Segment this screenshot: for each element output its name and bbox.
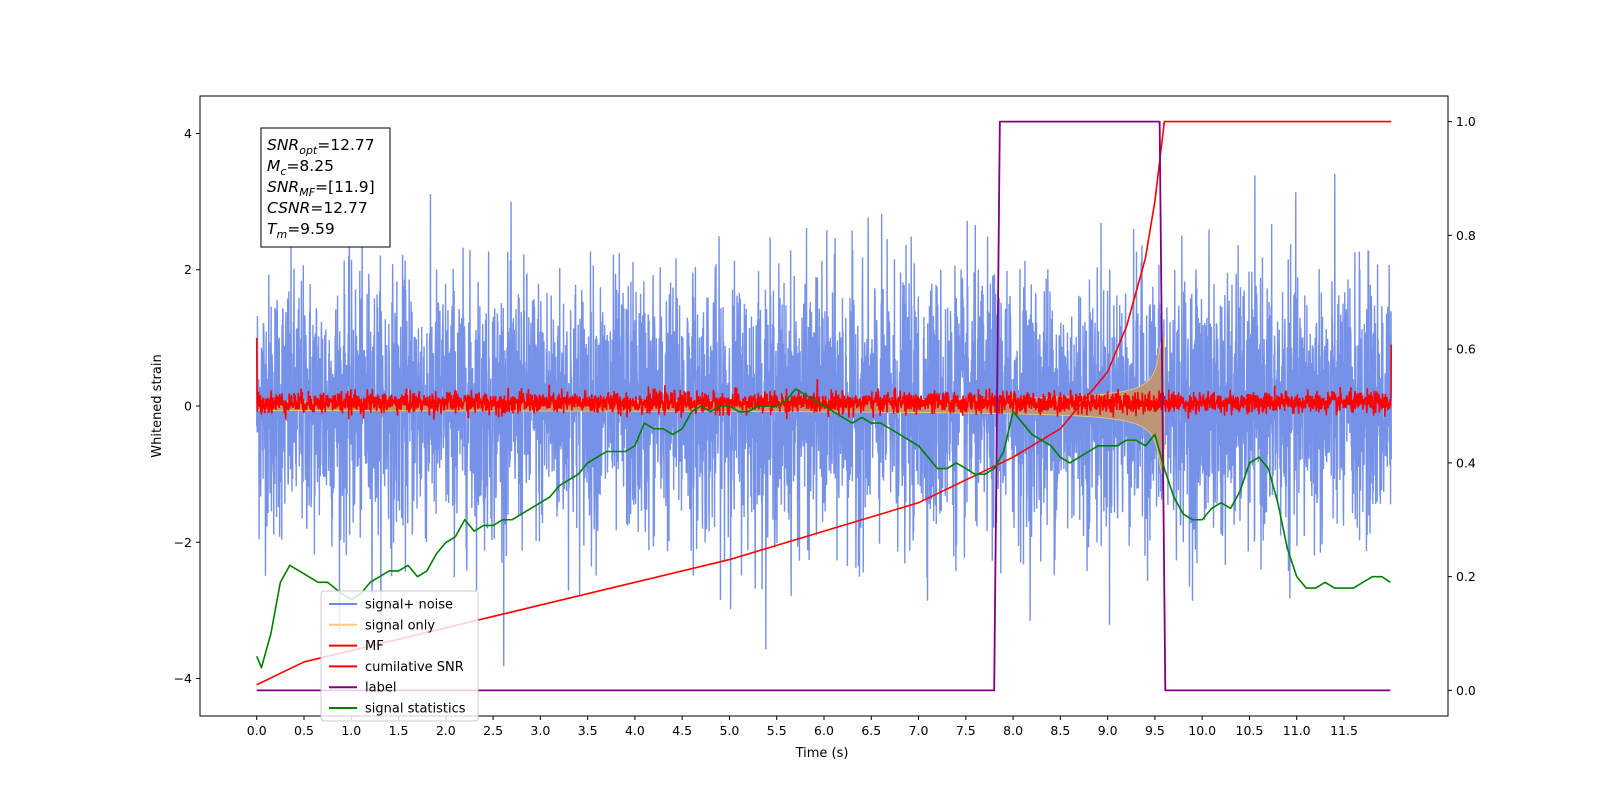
y2-tick-label-5: 0.0 bbox=[1456, 683, 1476, 698]
y2-tick-label-4: 0.2 bbox=[1456, 569, 1476, 584]
y2-tick-label-2: 0.6 bbox=[1456, 342, 1476, 357]
x-tick-label-14: 7.0 bbox=[909, 723, 929, 738]
series-mf bbox=[255, 337, 1393, 420]
x-tick-label-22: 11.0 bbox=[1283, 723, 1311, 738]
legend-label-1: signal only bbox=[365, 618, 435, 633]
legend-label-3: cumilative SNR bbox=[365, 660, 464, 675]
y-axis-left: 4 2 0 −2 −4 bbox=[174, 126, 200, 686]
info-line-0: SNRopt=12.77 bbox=[267, 136, 375, 157]
info-line-2: SNRMF=[11.9] bbox=[267, 178, 375, 199]
y-tick-label-1: 2 bbox=[184, 262, 192, 277]
legend-label-4: label bbox=[365, 681, 396, 696]
x-tick-label-13: 6.5 bbox=[861, 723, 881, 738]
x-tick-label-20: 10.0 bbox=[1188, 723, 1216, 738]
y-axis-label: Whitened strain bbox=[150, 354, 165, 457]
x-tick-label-11: 5.5 bbox=[767, 723, 787, 738]
x-tick-label-8: 4.0 bbox=[625, 723, 645, 738]
legend-label-5: signal statistics bbox=[365, 702, 466, 717]
x-tick-label-12: 6.0 bbox=[814, 723, 834, 738]
y-tick-label-2: 0 bbox=[184, 399, 192, 414]
x-tick-label-2: 1.0 bbox=[341, 723, 361, 738]
series-signal-statistics bbox=[255, 388, 1391, 669]
series-signal-noise bbox=[256, 174, 1392, 667]
x-tick-label-1: 0.5 bbox=[294, 723, 314, 738]
x-axis: 0.0 0.5 1.0 1.5 2.0 2.5 3.0 3.5 4.0 4.5 5.0 5.5 6.0 6… bbox=[247, 716, 1358, 738]
x-tick-label-16: 8.0 bbox=[1003, 723, 1023, 738]
info-line-4: Tm=9.59 bbox=[267, 220, 335, 241]
x-tick-label-19: 9.5 bbox=[1145, 723, 1165, 738]
info-box-frame bbox=[260, 127, 391, 248]
info-line-1: Mc=8.25 bbox=[267, 157, 334, 178]
info-line-3: CSNR=12.77 bbox=[267, 199, 368, 217]
x-tick-label-0: 0.0 bbox=[247, 723, 267, 738]
y-tick-label-3: −2 bbox=[174, 535, 192, 550]
series-label bbox=[256, 120, 1391, 692]
y2-tick-label-0: 1.0 bbox=[1456, 114, 1476, 129]
y-tick-label-0: 4 bbox=[184, 126, 192, 141]
x-tick-label-21: 10.5 bbox=[1236, 723, 1264, 738]
y-tick-label-4: −4 bbox=[174, 671, 192, 686]
legend-frame bbox=[320, 590, 479, 722]
x-tick-label-6: 3.0 bbox=[530, 723, 550, 738]
x-tick-label-17: 8.5 bbox=[1050, 723, 1070, 738]
y-axis-right: 1.0 0.8 0.6 0.4 0.2 0.0 bbox=[1448, 114, 1476, 698]
legend-label-2: MF bbox=[365, 639, 384, 654]
y2-tick-label-1: 0.8 bbox=[1456, 228, 1476, 243]
x-tick-label-5: 2.5 bbox=[483, 723, 503, 738]
info-annotation-box: SNRopt=12.77Mc=8.25SNRMF=[11.9]CSNR=12.7… bbox=[260, 127, 391, 248]
x-tick-label-10: 5.0 bbox=[720, 723, 740, 738]
x-axis-label: Time (s) bbox=[795, 746, 849, 761]
x-tick-label-23: 11.5 bbox=[1330, 723, 1358, 738]
x-tick-label-18: 9.0 bbox=[1098, 723, 1118, 738]
legend: signal+ noise signal only MF cumilative SNR… bbox=[320, 590, 479, 722]
x-tick-label-7: 3.5 bbox=[578, 723, 598, 738]
x-tick-label-15: 7.5 bbox=[956, 723, 976, 738]
x-tick-label-9: 4.5 bbox=[672, 723, 692, 738]
x-tick-label-3: 1.5 bbox=[389, 723, 409, 738]
x-tick-label-4: 2.0 bbox=[436, 723, 456, 738]
legend-label-0: signal+ noise bbox=[365, 598, 453, 613]
y2-tick-label-3: 0.4 bbox=[1456, 455, 1476, 470]
